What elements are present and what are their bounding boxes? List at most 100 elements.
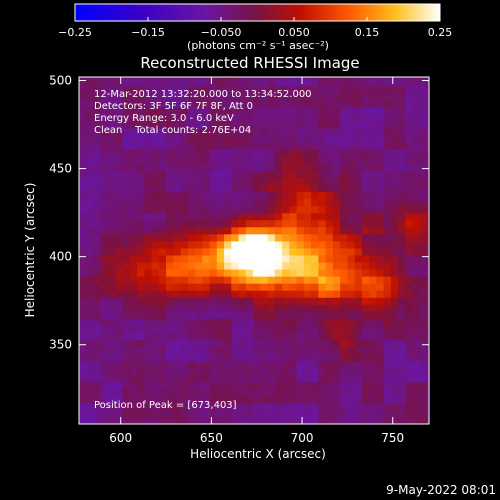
- heatmap-cell: [224, 198, 232, 207]
- heatmap-cell: [390, 367, 399, 376]
- heatmap-cell: [86, 78, 95, 87]
- heatmap-cell: [93, 261, 102, 270]
- heatmap-cell: [340, 212, 348, 221]
- heatmap-cell: [144, 92, 153, 101]
- heatmap-cell: [311, 388, 319, 397]
- heatmap-cell: [173, 240, 182, 249]
- heatmap-cell: [122, 367, 131, 376]
- heatmap-cell: [340, 297, 348, 305]
- heatmap-cell: [318, 247, 327, 256]
- heatmap-cell: [369, 240, 378, 249]
- heatmap-cell: [144, 374, 153, 383]
- heatmap-cell: [86, 283, 95, 291]
- heatmap-cell: [216, 142, 225, 150]
- heatmap-cell: [354, 297, 363, 305]
- heatmap-cell: [115, 290, 124, 298]
- heatmap-cell: [274, 226, 283, 235]
- heatmap-cell: [419, 247, 428, 256]
- heatmap-cell: [289, 325, 298, 334]
- heatmap-cell: [318, 121, 327, 129]
- heatmap-cell: [267, 135, 276, 143]
- heatmap-cell: [412, 113, 421, 122]
- heatmap-cell: [369, 205, 378, 214]
- heatmap-cell: [137, 290, 145, 298]
- heatmap-cell: [296, 304, 305, 312]
- heatmap-cell: [137, 395, 145, 404]
- heatmap-cell: [166, 332, 174, 341]
- heatmap-cell: [427, 254, 429, 263]
- heatmap-cell: [369, 198, 378, 207]
- heatmap-cell: [340, 191, 348, 200]
- heatmap-cell: [216, 106, 225, 115]
- heatmap-cell: [187, 184, 196, 193]
- heatmap-cell: [405, 135, 414, 143]
- heatmap-cell: [137, 416, 145, 424]
- heatmap-cell: [100, 297, 109, 305]
- heatmap-cell: [195, 121, 203, 129]
- heatmap-cell: [151, 381, 160, 390]
- heatmap-cell: [325, 198, 334, 207]
- heatmap-cell: [173, 92, 182, 101]
- heatmap-cell: [187, 388, 196, 397]
- heatmap-cell: [383, 142, 392, 150]
- heatmap-cell: [383, 163, 392, 171]
- heatmap-cell: [195, 142, 203, 150]
- heatmap-cell: [129, 318, 138, 326]
- heatmap-cell: [245, 325, 254, 334]
- heatmap-cell: [340, 318, 348, 326]
- heatmap-cell: [253, 128, 261, 136]
- heatmap-cell: [390, 163, 399, 171]
- heatmap-cell: [340, 374, 348, 383]
- heatmap-cell: [187, 346, 196, 355]
- heatmap-cell: [340, 184, 348, 193]
- heatmap-cell: [412, 205, 421, 214]
- heatmap-cell: [108, 254, 116, 263]
- heatmap-cell: [122, 113, 131, 122]
- heatmap-cell: [173, 297, 182, 305]
- heatmap-cell: [398, 283, 407, 291]
- heatmap-cell: [100, 149, 109, 157]
- heatmap-cell: [180, 198, 189, 207]
- heatmap-cell: [187, 332, 196, 341]
- heatmap-cell: [354, 177, 363, 186]
- heatmap-cell: [166, 388, 174, 397]
- heatmap-cell: [195, 247, 203, 256]
- heatmap-cell: [340, 177, 348, 186]
- heatmap-cell: [311, 409, 319, 418]
- heatmap-cell: [311, 311, 319, 319]
- heatmap-cell: [354, 276, 363, 284]
- heatmap-cell: [137, 92, 145, 101]
- heatmap-cell: [129, 77, 138, 80]
- heatmap-cell: [318, 128, 327, 136]
- heatmap-cell: [311, 254, 319, 263]
- heatmap-cell: [303, 332, 312, 341]
- heatmap-cell: [129, 304, 138, 312]
- heatmap-cell: [361, 135, 370, 143]
- heatmap-cell: [376, 325, 385, 334]
- heatmap-cell: [260, 367, 269, 376]
- heatmap-cell: [325, 261, 334, 270]
- heatmap-cell: [260, 240, 269, 249]
- heatmap-cell: [347, 254, 356, 263]
- heatmap-cell: [209, 283, 218, 291]
- heatmap-cell: [376, 353, 385, 362]
- heatmap-cell: [332, 268, 341, 277]
- heatmap-cell: [376, 360, 385, 369]
- heatmap-cell: [180, 219, 189, 228]
- heatmap-cell: [340, 268, 348, 277]
- heatmap-cell: [173, 304, 182, 312]
- heatmap-cell: [108, 388, 116, 397]
- heatmap-cell: [325, 297, 334, 305]
- heatmap-cell: [390, 395, 399, 404]
- heatmap-cell: [267, 121, 276, 129]
- heatmap-cell: [122, 360, 131, 369]
- heatmap-cell: [412, 219, 421, 228]
- heatmap-cell: [419, 142, 428, 150]
- heatmap-cell: [137, 318, 145, 326]
- heatmap-cell: [144, 121, 153, 129]
- heatmap-cell: [245, 212, 254, 221]
- heatmap-cell: [311, 268, 319, 277]
- heatmap-cell: [216, 325, 225, 334]
- heatmap-cell: [253, 332, 261, 341]
